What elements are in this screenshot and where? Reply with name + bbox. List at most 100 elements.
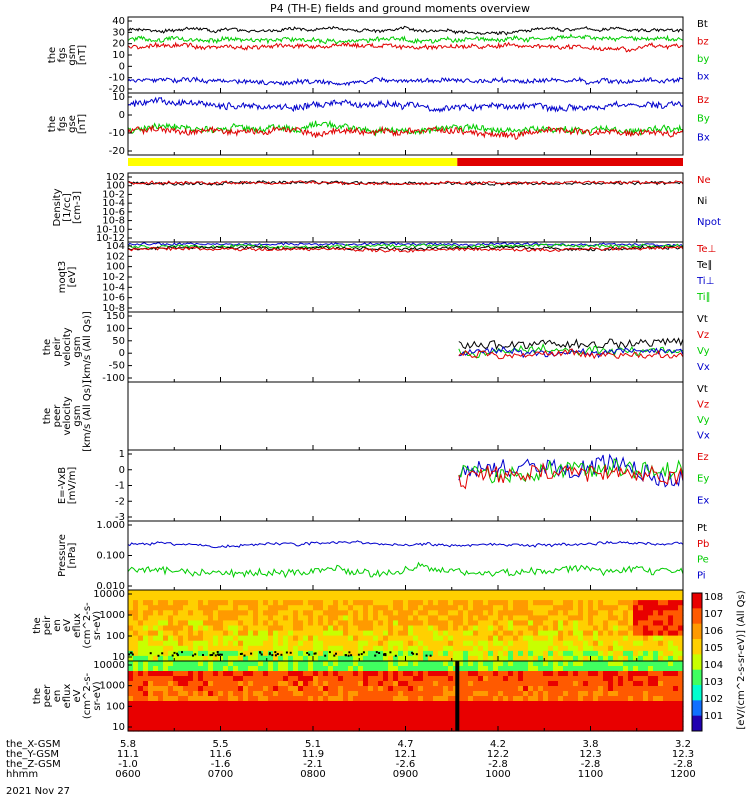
spectrogram-cell [633, 600, 639, 606]
spectrogram-cell [413, 640, 419, 647]
spectrogram-cell [238, 686, 244, 692]
spectrogram-cell [573, 630, 579, 637]
footer-value: 12.1 [394, 749, 416, 760]
spectrogram-cell [433, 676, 439, 682]
spectrogram-cell [573, 666, 579, 672]
spectrogram-cell [353, 701, 359, 707]
spectrogram-cell [663, 716, 669, 722]
legend-Ex: Ex [697, 495, 709, 506]
spectrogram-cell [163, 691, 169, 697]
spectrogram-cell [328, 721, 334, 727]
spectrogram-cell [318, 590, 324, 596]
spectrogram-cell [613, 676, 619, 682]
spectrogram-cell [233, 620, 239, 627]
spectrogram-cell [318, 721, 324, 727]
spectrogram-cell [618, 671, 624, 677]
y-tick-label: 10-8 [102, 303, 125, 314]
spectrogram-cell [133, 655, 139, 662]
spectrogram-cell [403, 630, 409, 637]
spectrogram-cell [253, 671, 259, 677]
spectrogram-cell [193, 666, 199, 672]
spectrogram-cell [393, 666, 399, 672]
spectrogram-cell [583, 701, 589, 707]
spectrogram-cell [273, 711, 279, 717]
spectrogram-cell [143, 600, 149, 606]
spectrogram-cell [333, 676, 339, 682]
spectrogram-cell [468, 666, 474, 672]
spectrogram-cell [608, 645, 614, 652]
spectrogram-cell [633, 706, 639, 712]
spectrogram-cell [578, 726, 584, 732]
spectrogram-cell [548, 640, 554, 647]
spectrogram-cell [438, 721, 444, 727]
spectrogram-cell [263, 615, 269, 622]
spectrogram-cell [263, 625, 269, 632]
spectrogram-cell [283, 595, 289, 601]
spectrogram-cell [528, 615, 534, 622]
spectrogram-cell [278, 706, 284, 712]
spectrogram-cell [518, 655, 524, 662]
spectrogram-cell [553, 595, 559, 601]
spectrogram-cell [248, 635, 254, 642]
spectrogram-cell [573, 721, 579, 727]
spectrogram-cell [478, 595, 484, 601]
spectrogram-cell [433, 716, 439, 722]
spectrogram-cell [288, 716, 294, 722]
legend-Vx: Vx [697, 431, 710, 442]
spectrogram-cell [343, 676, 349, 682]
spectrogram-cell [378, 721, 384, 727]
spectrogram-cell [598, 691, 604, 697]
spectrogram-cell [163, 645, 169, 652]
spectrogram-cell [268, 620, 274, 627]
spectrogram-cell [173, 650, 179, 657]
spectrogram-cell [418, 640, 424, 647]
spectrogram-cell [293, 645, 299, 652]
low-energy-speckle [243, 654, 246, 657]
spectrogram-cell [263, 590, 269, 596]
spectrogram-cell [178, 650, 184, 657]
spectrogram-cell [268, 726, 274, 732]
spectrogram-cell [293, 701, 299, 707]
spectrogram-cell [538, 666, 544, 672]
spectrogram-cell [138, 666, 144, 672]
spectrogram-cell [178, 625, 184, 632]
spectrogram-cell [283, 625, 289, 632]
y-axis-label: fgs [57, 47, 68, 62]
spectrogram-cell [383, 635, 389, 642]
spectrogram-cell [173, 726, 179, 732]
spectrogram-cell [483, 671, 489, 677]
spectrogram-cell [428, 620, 434, 627]
spectrogram-cell [258, 666, 264, 672]
spectrogram-cell [433, 661, 439, 667]
y-axis-label: [nT] [77, 114, 88, 134]
spectrogram-cell [563, 711, 569, 717]
spectrogram-cell [383, 640, 389, 647]
spectrogram-cell [528, 716, 534, 722]
spectrogram-cell [233, 655, 239, 662]
spectrogram-cell [518, 590, 524, 596]
spectrogram-cell [573, 691, 579, 697]
spectrogram-cell [478, 691, 484, 697]
spectrogram-cell [593, 681, 599, 687]
spectrogram-cell [283, 676, 289, 682]
spectrogram-cell [638, 711, 644, 717]
spectrogram-cell [533, 605, 539, 611]
spectrogram-cell [138, 595, 144, 601]
spectrogram-cell [618, 681, 624, 687]
spectrogram-cell [598, 610, 604, 616]
spectrogram-cell [328, 640, 334, 647]
spectrogram-cell [438, 610, 444, 616]
spectrogram-cell [673, 610, 679, 616]
spectrogram-cell [523, 671, 529, 677]
spectrogram-cell [553, 600, 559, 606]
spectrogram-cell [403, 711, 409, 717]
spectrogram-cell [363, 706, 369, 712]
spectrogram-cell [168, 686, 174, 692]
spectrogram-cell [558, 721, 564, 727]
spectrogram-cell [453, 620, 459, 627]
series-line-bz [127, 41, 684, 53]
spectrogram-cell [253, 605, 259, 611]
spectrogram-cell [178, 630, 184, 637]
spectrogram-cell [393, 691, 399, 697]
